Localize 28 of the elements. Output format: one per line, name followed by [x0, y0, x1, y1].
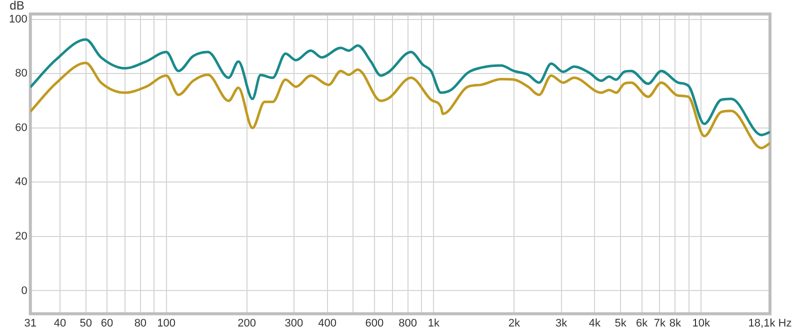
- x-tick-label: 18,1k Hz: [748, 317, 792, 330]
- y-tick-label: 20: [15, 230, 28, 243]
- x-tick-label: 600: [365, 317, 384, 330]
- y-tick-label: 60: [15, 122, 28, 134]
- x-tick-label: 8k: [669, 317, 682, 330]
- x-tick-label: 100: [157, 317, 176, 330]
- x-tick-label: 6k: [636, 317, 648, 330]
- y-tick-label: 40: [15, 176, 28, 188]
- x-tick-label: 1k: [428, 317, 440, 330]
- x-tick-label: 80: [134, 317, 147, 330]
- x-tick-label: 400: [318, 317, 337, 330]
- x-tick-label: 3k: [555, 317, 568, 330]
- x-tick-label: 10k: [692, 317, 710, 330]
- x-tick-label: 2k: [508, 317, 521, 330]
- x-tick-label: 31: [24, 317, 36, 330]
- x-tick-label: 300: [284, 317, 304, 330]
- y-tick-label: 100: [8, 13, 28, 26]
- y-axis-title: dB: [10, 0, 24, 12]
- x-tick-label: 200: [238, 317, 256, 330]
- x-tick-label: 4k: [588, 317, 602, 330]
- x-tick-label: 5k: [614, 317, 627, 330]
- y-tick-label: 80: [15, 68, 28, 80]
- x-tick-label: 40: [54, 317, 66, 330]
- x-tick-label: 800: [398, 317, 417, 330]
- x-tick-label: 60: [100, 317, 114, 330]
- x-tick-label: 7k: [654, 317, 666, 330]
- x-tick-label: 50: [80, 317, 92, 330]
- y-tick-label: 0: [21, 284, 28, 297]
